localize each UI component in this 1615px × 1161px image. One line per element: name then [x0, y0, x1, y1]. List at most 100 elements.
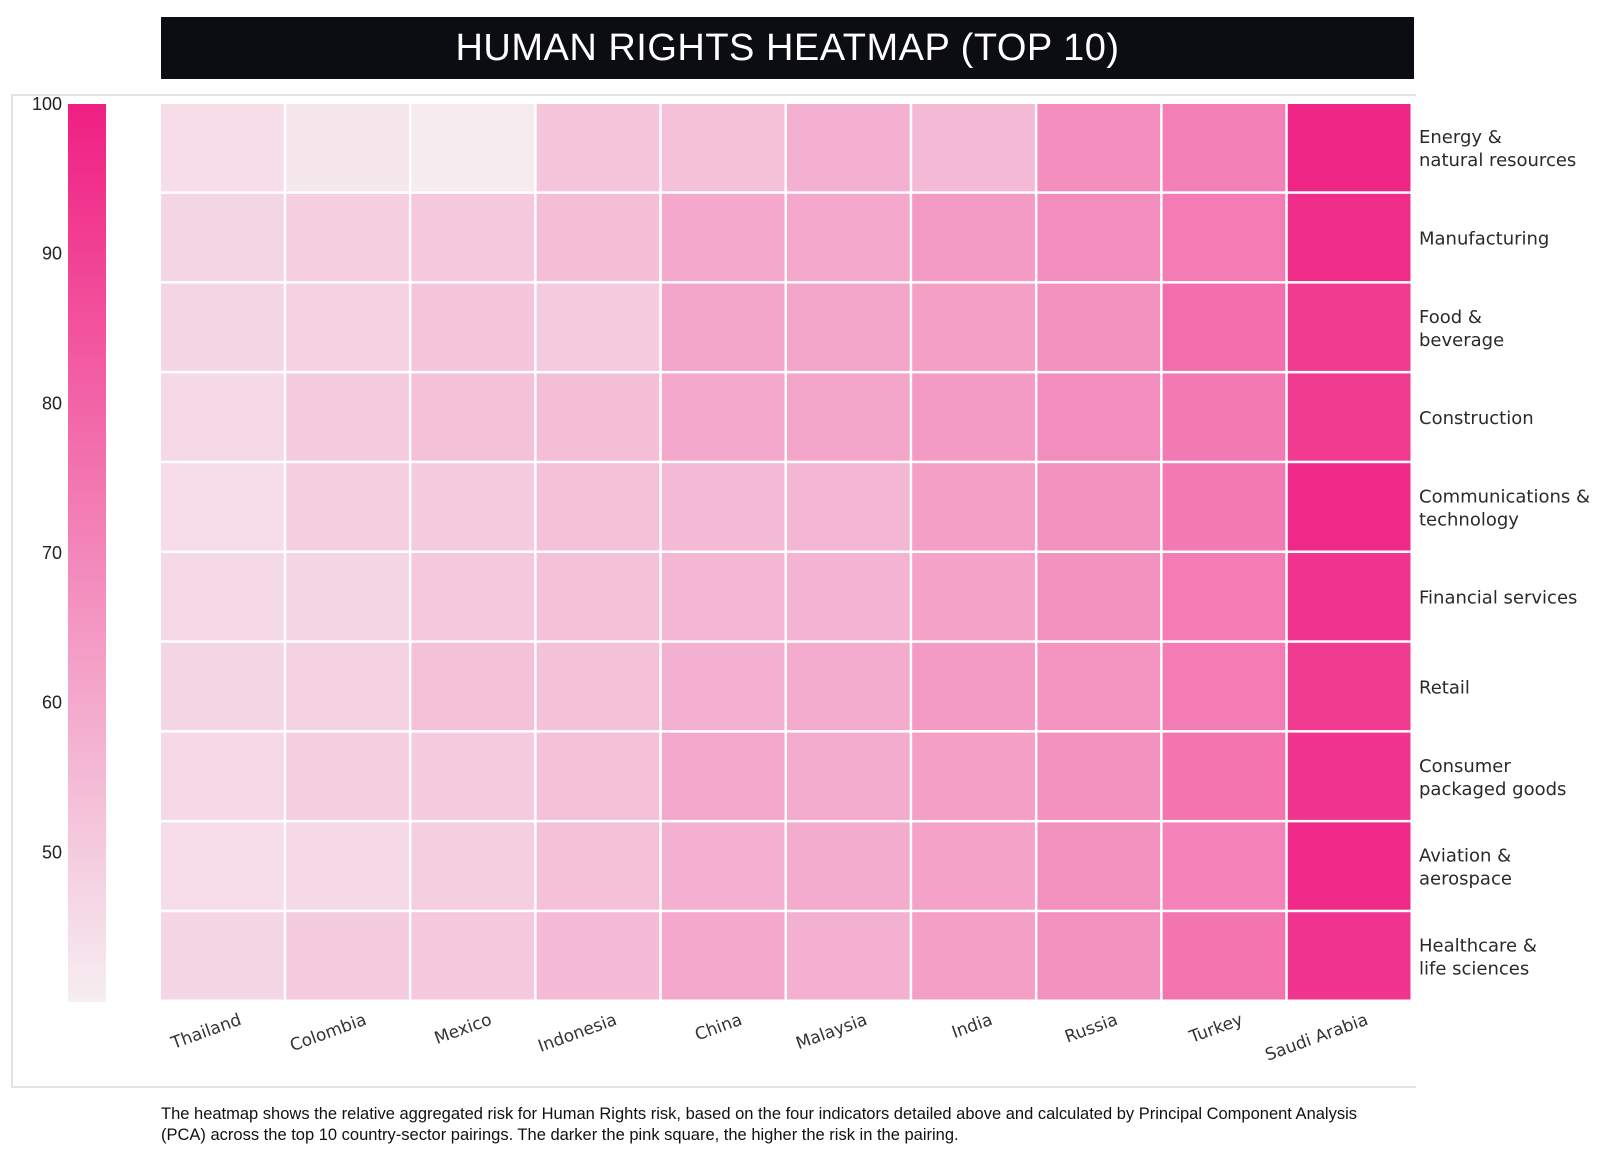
colorbar-tick-label: 100: [32, 94, 62, 114]
heatmap-cell: [1287, 463, 1411, 551]
heatmap-cell: [161, 912, 284, 1000]
heatmap-cell: [787, 104, 910, 192]
sector-labels: Energy & natural resources Manufacturing Fo…: [1419, 127, 1590, 979]
heatmap-cell: [411, 553, 535, 641]
colorbar-tick-label: 80: [42, 393, 62, 413]
heatmap-cell: [536, 553, 660, 641]
heatmap-cell: [912, 373, 1035, 461]
heatmap-cell: [912, 642, 1035, 731]
heatmap-cell: [661, 283, 785, 371]
heatmap-cell: [1287, 193, 1411, 282]
heatmap-cell: [1287, 373, 1411, 461]
heatmap-cell: [536, 463, 660, 551]
sector-label: Energy & natural resources: [1419, 127, 1576, 171]
heatmap-cell: [1162, 193, 1286, 282]
heatmap-cell: [661, 642, 785, 731]
country-label: Mexico: [432, 1010, 495, 1049]
sector-label: Consumer packaged goods: [1419, 756, 1566, 800]
heatmap-cell: [912, 283, 1035, 371]
heatmap-cell: [411, 642, 535, 731]
heatmap-cell: [661, 373, 785, 461]
heatmap-cell: [1162, 553, 1286, 641]
heatmap-cell: [661, 104, 785, 192]
heatmap-cell: [787, 373, 910, 461]
heatmap-cell: [161, 283, 284, 371]
heatmap-cell: [912, 104, 1035, 192]
heatmap-cell: [1162, 822, 1286, 910]
heatmap-cell: [661, 553, 785, 641]
heatmap-cell: [661, 193, 785, 282]
heatmap-cell: [161, 822, 284, 910]
heatmap-cell: [787, 283, 910, 371]
chart-caption: The heatmap shows the relative aggregate…: [161, 1105, 1358, 1144]
sector-label: Communications & technology: [1419, 486, 1590, 530]
heatmap-cell: [536, 642, 660, 731]
heatmap-cell: [1037, 283, 1161, 371]
country-label: Turkey: [1186, 1010, 1246, 1048]
country-label: Saudi Arabia: [1263, 1010, 1371, 1066]
heatmap-cell: [912, 193, 1035, 282]
country-label: Thailand: [168, 1010, 244, 1054]
sector-label: Aviation & aerospace: [1419, 846, 1512, 890]
heatmap-cell: [1162, 373, 1286, 461]
sector-label: Construction: [1419, 408, 1534, 429]
heatmap-cell: [161, 104, 284, 192]
heatmap-cell: [661, 912, 785, 1000]
heatmap-cell: [286, 732, 409, 820]
heatmap-cell: [1162, 283, 1286, 371]
heatmap-cell: [1037, 822, 1161, 910]
country-label: China: [692, 1010, 744, 1045]
heatmap-cell: [787, 732, 910, 820]
country-label: India: [949, 1010, 995, 1043]
colorbar-ticks: 100 90 80 70 60 50: [32, 94, 62, 862]
heatmap-cell: [286, 912, 409, 1000]
heatmap-cell: [912, 553, 1035, 641]
sector-label: Food & beverage: [1419, 307, 1504, 351]
heatmap-cell: [161, 373, 284, 461]
heatmap-cell: [411, 283, 535, 371]
heatmap-cell: [161, 732, 284, 820]
heatmap-cell: [787, 463, 910, 551]
heatmap-cell: [536, 373, 660, 461]
heatmap-cell: [161, 553, 284, 641]
chart-title: HUMAN RIGHTS HEATMAP (TOP 10): [161, 17, 1414, 79]
heatmap-cell: [411, 104, 535, 192]
country-labels: Thailand Colombia Mexico Indonesia China Mala…: [168, 1010, 1371, 1066]
heatmap-cell: [286, 373, 409, 461]
country-label: Indonesia: [536, 1010, 620, 1057]
heatmap-cell: [1037, 642, 1161, 731]
heatmap-cell: [1287, 822, 1411, 910]
heatmap-cell: [536, 822, 660, 910]
heatmap-cells: [161, 104, 1411, 1000]
heatmap-cell: [1287, 732, 1411, 820]
heatmap-cell: [1037, 553, 1161, 641]
heatmap-cell: [661, 732, 785, 820]
country-label: Russia: [1062, 1010, 1120, 1047]
heatmap-cell: [411, 463, 535, 551]
heatmap-cell: [661, 463, 785, 551]
country-label: Colombia: [287, 1010, 369, 1056]
heatmap-cell: [286, 104, 409, 192]
heatmap-cell: [661, 822, 785, 910]
heatmap-cell: [536, 283, 660, 371]
heatmap-cell: [912, 912, 1035, 1000]
sector-label: Financial services: [1419, 588, 1577, 609]
heatmap-cell: [286, 553, 409, 641]
heatmap-cell: [787, 642, 910, 731]
heatmap-chart: 100 90 80 70 60 50 Energy & natural resources M…: [32, 94, 1590, 1066]
colorbar-tick-label: 60: [42, 693, 62, 713]
country-label: Malaysia: [793, 1010, 870, 1054]
sector-label: Healthcare & life sciences: [1419, 935, 1537, 979]
heatmap-cell: [286, 463, 409, 551]
heatmap-cell: [787, 822, 910, 910]
colorbar-tick-label: 70: [42, 543, 62, 563]
colorbar: [68, 104, 106, 1002]
heatmap-cell: [1287, 642, 1411, 731]
heatmap-cell: [411, 193, 535, 282]
heatmap-cell: [411, 373, 535, 461]
heatmap-cell: [1287, 553, 1411, 641]
heatmap-cell: [1037, 373, 1161, 461]
heatmap-cell: [787, 553, 910, 641]
heatmap-cell: [1162, 463, 1286, 551]
heatmap-cell: [1287, 104, 1411, 192]
